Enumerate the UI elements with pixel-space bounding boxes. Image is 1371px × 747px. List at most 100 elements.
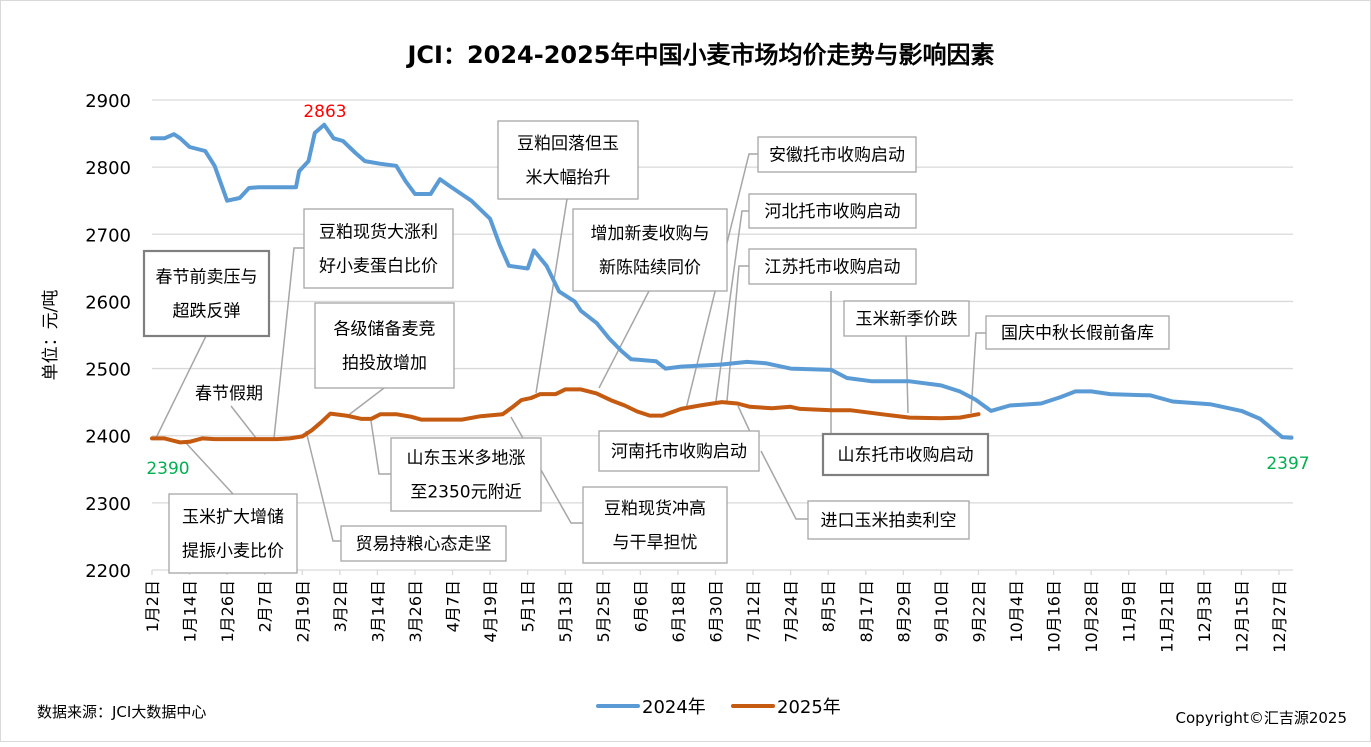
- annotation-leader-line: [155, 335, 207, 439]
- annotation: 玉米新季价跌: [843, 300, 970, 337]
- legend-label: 2024年: [642, 697, 706, 718]
- annotation: 贸易持粮心态走坚: [340, 525, 507, 562]
- x-tick-label: 3月2日: [331, 580, 350, 632]
- data-label: 2397: [1266, 454, 1309, 474]
- annotation-box: [843, 300, 970, 337]
- x-tick-label: 5月25日: [594, 580, 613, 643]
- x-tick-label: 2月7日: [256, 580, 275, 632]
- x-tick-label: 5月13日: [556, 580, 575, 643]
- x-tick-label: 7月12日: [744, 580, 763, 643]
- annotation-text: 好小麦蛋白比价: [319, 257, 438, 277]
- annotation-text: 拍投放增加: [342, 354, 427, 374]
- annotation-text: 豆粕现货冲高: [604, 499, 706, 519]
- x-tick-label: 10月16日: [1045, 580, 1064, 653]
- annotation-box: [582, 486, 728, 564]
- x-tick-label: 11月9日: [1120, 580, 1139, 643]
- annotation-box: [748, 248, 917, 285]
- annotation-box: [168, 493, 298, 574]
- x-tick-label: 3月26日: [406, 580, 425, 643]
- annotation: 春节假期: [195, 384, 263, 404]
- annotation-box: [985, 315, 1170, 350]
- x-tick-label: 3月14日: [368, 580, 387, 643]
- data-label: 2390: [146, 459, 189, 479]
- y-tick-label: 2700: [85, 225, 131, 246]
- annotation-text: 江苏托市收购启动: [765, 258, 901, 278]
- series-line-2025年: [150, 387, 981, 445]
- copyright: Copyright©汇吉源2025: [1176, 709, 1347, 727]
- y-tick-label: 2300: [85, 494, 131, 515]
- x-tick-label: 5月1日: [519, 580, 538, 632]
- annotation-text: 超跌反弹: [173, 302, 241, 322]
- annotation-leader-line: [185, 442, 234, 495]
- x-tick-label: 9月22日: [969, 580, 988, 643]
- annotation-text: 增加新麦收购与: [591, 224, 710, 244]
- annotation-leader-line: [370, 420, 391, 475]
- annotation-box: [748, 193, 917, 229]
- annotation-box: [821, 432, 990, 477]
- chart-title: JCI：2024-2025年中国小麦市场均价走势与影响因素: [405, 41, 994, 69]
- annotation: 河南托市收购启动: [598, 430, 760, 472]
- annotation-box: [340, 525, 507, 562]
- x-tick-label: 1月2日: [143, 580, 162, 632]
- annotation-box: [303, 208, 454, 289]
- annotation-box: [390, 437, 542, 512]
- y-tick-label: 2800: [85, 158, 131, 179]
- annotation-text: 春节假期: [195, 384, 263, 404]
- annotation-text: 各级储备麦竞: [334, 320, 436, 340]
- annotation-box: [598, 430, 760, 472]
- annotation-text: 河南托市收购启动: [611, 442, 747, 462]
- annotation-text: 河北托市收购启动: [765, 202, 901, 222]
- legend: 2024年 2025年: [596, 697, 841, 718]
- x-tick-label: 12月3日: [1195, 580, 1214, 643]
- annotation-text: 提振小麦比价: [182, 542, 284, 562]
- annotation-leader-line: [535, 198, 568, 394]
- annotation-text: 玉米新季价跌: [856, 310, 958, 330]
- x-tick-label: 2月19日: [293, 580, 312, 643]
- annotation: 山东托市收购启动: [821, 432, 990, 477]
- x-tick-label: 6月6日: [631, 580, 650, 632]
- annotation-text: 豆粕回落但玉: [517, 134, 619, 154]
- y-tick-label: 2600: [85, 292, 131, 313]
- annotation: 河北托市收购启动: [748, 193, 917, 229]
- annotation-leader-line: [230, 405, 257, 439]
- annotation-text: 贸易持粮心态走坚: [356, 535, 492, 555]
- y-tick-label: 2200: [85, 561, 131, 582]
- annotation-text: 新陈陆续同价: [599, 258, 701, 278]
- x-tick-label: 10月28日: [1082, 580, 1101, 653]
- annotation-text: 山东托市收购启动: [838, 446, 974, 466]
- data-source: 数据来源：JCI大数据中心: [37, 703, 206, 721]
- x-tick-label: 8月17日: [857, 580, 876, 643]
- annotation-text: 玉米扩大增储: [182, 508, 284, 528]
- annotation-text: 至2350元附近: [410, 483, 521, 503]
- annotation-box: [807, 500, 970, 540]
- series-line-2024年: [150, 122, 1294, 440]
- annotation-text: 与干旱担忧: [613, 533, 698, 553]
- y-axis-label: 单位：元/吨: [41, 290, 61, 381]
- annotation-leader-line: [760, 450, 808, 520]
- annotation-leader-line: [715, 210, 749, 402]
- annotation-text: 豆粕现货大涨利: [319, 223, 438, 243]
- x-tick-label: 12月27日: [1270, 580, 1289, 653]
- annotation-leader-line: [905, 335, 909, 414]
- x-tick-label: 7月24日: [782, 580, 801, 643]
- annotation-box: [314, 302, 455, 389]
- x-tick-label: 9月10日: [932, 580, 951, 643]
- y-tick-label: 2400: [85, 427, 131, 448]
- legend-label: 2025年: [777, 697, 841, 718]
- x-tick-label: 1月26日: [218, 580, 237, 643]
- x-tick-label: 1月14日: [181, 580, 200, 643]
- annotation-text: 安徽托市收购启动: [769, 146, 905, 166]
- annotation-leader-line: [273, 247, 304, 439]
- annotation: 江苏托市收购启动: [748, 248, 917, 285]
- x-tick-label: 4月7日: [444, 580, 463, 632]
- annotation-text: 国庆中秋长假前备库: [1001, 324, 1154, 344]
- x-tick-label: 8月29日: [894, 580, 913, 643]
- annotation-box: [757, 136, 917, 173]
- annotation-leader-line: [726, 265, 749, 402]
- x-tick-label: 4月19日: [481, 580, 500, 643]
